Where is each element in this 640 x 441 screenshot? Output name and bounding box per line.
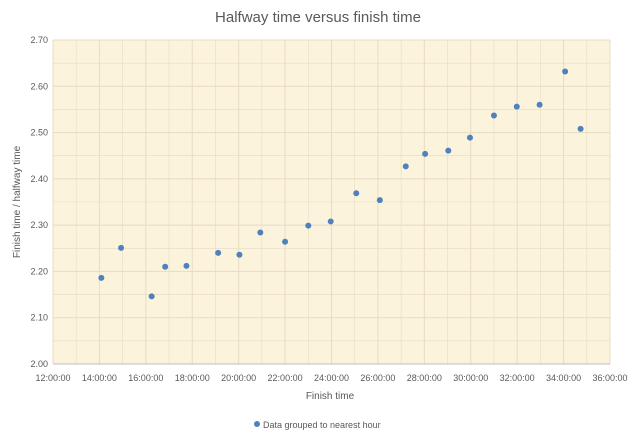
y-tick-label: 2.10 <box>30 313 48 323</box>
y-tick-label: 2.70 <box>30 35 48 45</box>
grid <box>52 39 611 365</box>
data-point <box>148 293 155 300</box>
data-point <box>445 147 452 154</box>
data-point <box>305 222 312 229</box>
data-point <box>236 251 243 258</box>
legend-label: Data grouped to nearest hour <box>263 420 381 430</box>
x-tick-label: 34:00:00 <box>546 373 581 383</box>
data-point <box>98 274 105 281</box>
x-tick-label: 20:00:00 <box>221 373 256 383</box>
data-point <box>577 125 584 132</box>
legend: Data grouped to nearest hour <box>254 420 381 430</box>
data-point <box>422 150 429 157</box>
x-tick-label: 30:00:00 <box>453 373 488 383</box>
y-tick-label: 2.60 <box>30 81 48 91</box>
x-tick-label: 24:00:00 <box>314 373 349 383</box>
y-tick-label: 2.30 <box>30 220 48 230</box>
data-point <box>162 263 169 270</box>
x-tick-label: 22:00:00 <box>268 373 303 383</box>
data-point <box>282 238 289 245</box>
data-point <box>183 262 190 269</box>
y-tick-label: 2.00 <box>30 359 48 369</box>
axes: 12:00:00 14:00:00 16:00:00 18:00:00 20:00:00… <box>30 35 627 383</box>
y-tick-label: 2.20 <box>30 266 48 276</box>
x-axis-title: Finish time <box>306 391 355 402</box>
y-tick-label: 2.50 <box>30 128 48 138</box>
x-tick-label: 14:00:00 <box>82 373 117 383</box>
x-tick-label: 36:00:00 <box>592 373 627 383</box>
data-point <box>257 229 264 236</box>
data-point <box>353 190 360 197</box>
data-point <box>466 134 473 141</box>
legend-marker <box>254 421 260 427</box>
data-point <box>376 197 383 204</box>
x-tick-label: 26:00:00 <box>360 373 395 383</box>
y-axis-title: Finish time / halfway time <box>12 145 23 258</box>
data-point <box>118 244 125 251</box>
data-point <box>562 68 569 75</box>
data-point <box>327 218 334 225</box>
x-tick-label: 18:00:00 <box>175 373 210 383</box>
data-points <box>98 68 584 300</box>
data-point <box>490 112 497 119</box>
x-tick-label: 28:00:00 <box>407 373 442 383</box>
data-point <box>402 163 409 170</box>
data-point <box>513 103 520 110</box>
y-tick-label: 2.40 <box>30 174 48 184</box>
x-tick-label: 32:00:00 <box>500 373 535 383</box>
data-point <box>215 249 222 256</box>
x-tick-label: 12:00:00 <box>35 373 70 383</box>
x-tick-label: 16:00:00 <box>128 373 163 383</box>
chart-title: Halfway time versus finish time <box>215 9 421 26</box>
data-point <box>536 101 543 108</box>
